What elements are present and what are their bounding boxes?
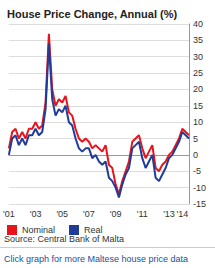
svg-text:House Price Change, Annual (%): House Price Change, Annual (%) — [7, 8, 177, 20]
svg-text:30: 30 — [193, 52, 203, 62]
svg-text:'11: '11 — [137, 209, 148, 219]
svg-text:0: 0 — [193, 150, 198, 160]
svg-text:40: 40 — [193, 19, 203, 29]
svg-text:-15: -15 — [193, 199, 206, 209]
svg-text:-5: -5 — [193, 166, 201, 176]
svg-text:25: 25 — [193, 68, 203, 78]
svg-text:35: 35 — [193, 35, 203, 45]
svg-text:20: 20 — [193, 84, 203, 94]
svg-text:Click graph for more Maltese h: Click graph for more Maltese house price… — [4, 254, 188, 264]
svg-text:5: 5 — [193, 134, 198, 144]
svg-text:Real: Real — [84, 225, 103, 235]
svg-text:'01: '01 — [3, 209, 15, 219]
svg-text:'13: '13 — [163, 209, 175, 219]
svg-text:-10: -10 — [193, 183, 206, 193]
svg-text:'14: '14 — [176, 209, 188, 219]
svg-text:Source: Central Bank of Malta: Source: Central Bank of Malta — [4, 234, 124, 244]
svg-text:Nominal: Nominal — [22, 225, 55, 235]
svg-text:10: 10 — [193, 117, 203, 127]
svg-text:'07: '07 — [83, 209, 95, 219]
svg-text:'09: '09 — [110, 209, 122, 219]
svg-text:15: 15 — [193, 101, 203, 111]
svg-text:'03: '03 — [30, 209, 42, 219]
svg-text:'05: '05 — [56, 209, 68, 219]
